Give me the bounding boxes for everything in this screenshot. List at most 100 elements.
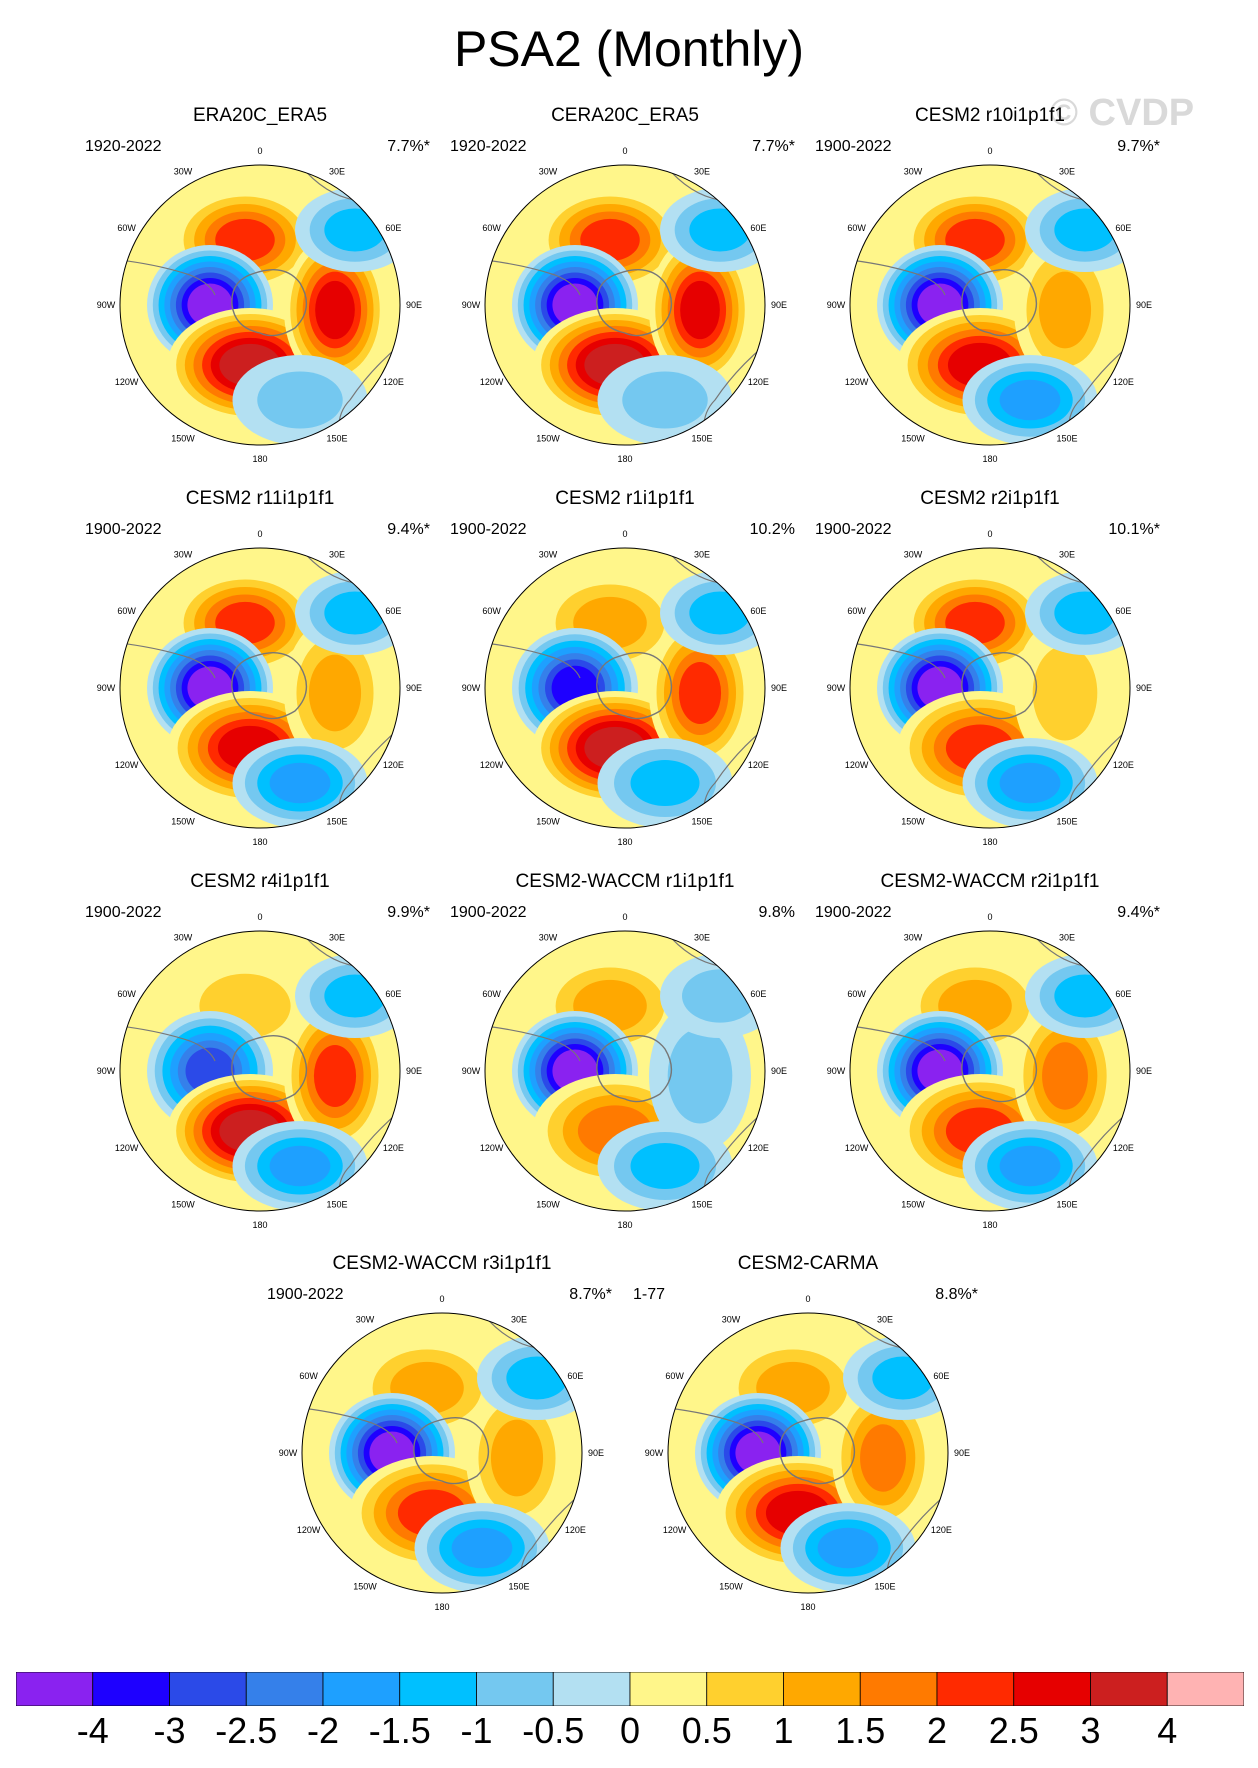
longitude-label: 90E	[954, 1448, 970, 1458]
longitude-label: 30E	[1059, 550, 1075, 560]
longitude-label: 120E	[931, 1525, 952, 1535]
colorbar-swatch	[399, 1672, 477, 1706]
longitude-label: 0	[257, 146, 262, 156]
longitude-label: 90W	[97, 300, 116, 310]
longitude-label: 180	[252, 454, 267, 464]
colorbar-swatch	[936, 1672, 1015, 1706]
panel-years: 1920-2022	[85, 138, 162, 155]
south-america-coastline	[302, 1407, 398, 1444]
map-border	[667, 1312, 949, 1594]
polar-map: 0 30E 60E 90E 120E 150E 180 150W 120W 90W 60W 30W	[97, 912, 422, 1230]
longitude-label: 150W	[171, 816, 195, 826]
panel-years: 1900-2022	[85, 521, 162, 538]
anomaly-center	[1014, 1001, 1116, 1151]
contour-level	[682, 969, 758, 1023]
longitude-label: 60E	[567, 1371, 583, 1381]
longitude-label: 150W	[719, 1581, 743, 1591]
longitude-label: 150W	[901, 433, 925, 443]
panel-years: 1900-2022	[815, 904, 892, 921]
antarctica-coastline	[596, 652, 673, 720]
panel-percent: 9.4%*	[1117, 904, 1160, 921]
colorbar-tick-label: -3	[153, 1710, 186, 1751]
longitude-label: 90E	[406, 300, 422, 310]
south-america-coastline	[120, 259, 216, 296]
polar-map: 0 30E 60E 90E 120E 150E 180 150W 120W 90W 60W 30W	[827, 529, 1152, 847]
longitude-label: 150E	[326, 816, 347, 826]
colorbar-tick-label: -2.5	[215, 1710, 278, 1751]
longitude-label: 30E	[511, 1315, 527, 1325]
polar-map: 0 30E 60E 90E 120E 150E 180 150W 120W 90W 60W 30W	[97, 529, 422, 847]
panel-years: 1900-2022	[267, 1286, 344, 1303]
longitude-label: 180	[617, 454, 632, 464]
longitude-label: 90E	[771, 683, 787, 693]
longitude-label: 60E	[1115, 223, 1131, 233]
contour-level	[630, 760, 700, 806]
panel-title: CESM2 r11i1p1f1	[185, 488, 335, 509]
longitude-label: 180	[617, 837, 632, 847]
map-panel: 0 30E 60E 90E 120E 150E 180 150W 120W 90W 60W 30W C…	[80, 488, 440, 858]
contour-level	[630, 1143, 700, 1189]
south-america-coastline	[485, 259, 581, 296]
map-panel: 0 30E 60E 90E 120E 150E 180 150W 120W 90W 60W 30W E…	[80, 105, 440, 475]
longitude-label: 30W	[539, 167, 558, 177]
longitude-label: 60E	[385, 989, 401, 999]
south-america-coastline	[850, 259, 946, 296]
longitude-label: 90W	[97, 683, 116, 693]
polar-map: 0 30E 60E 90E 120E 150E 180 150W 120W 90W 60W 30W	[462, 529, 787, 847]
panel-title: CESM2 r2i1p1f1	[920, 488, 1060, 509]
colorbar-swatch	[629, 1672, 708, 1706]
longitude-label: 60W	[847, 223, 866, 233]
anomaly-center	[962, 355, 1098, 445]
colorbar-tick-label: -1	[460, 1710, 493, 1751]
contour-level	[506, 1356, 568, 1400]
colorbar-tick-label: -2	[306, 1710, 340, 1751]
longitude-label: 30E	[877, 1315, 893, 1325]
contour-level	[999, 379, 1061, 421]
longitude-label: 90W	[827, 1066, 846, 1076]
longitude-label: 120W	[480, 1143, 504, 1153]
longitude-label: 60E	[1115, 606, 1131, 616]
map-border	[849, 164, 1131, 446]
contour-level	[689, 208, 751, 252]
longitude-label: 60W	[665, 1371, 684, 1381]
longitude-label: 120E	[383, 377, 404, 387]
longitude-label: 180	[434, 1602, 449, 1612]
longitude-label: 180	[982, 454, 997, 464]
panel-percent: 9.4%*	[387, 521, 430, 538]
longitude-label: 0	[622, 912, 627, 922]
panel-title: CESM2-WACCM r3i1p1f1	[332, 1253, 552, 1274]
panel-percent: 9.8%	[758, 904, 795, 921]
panel-years: 1900-2022	[450, 904, 527, 921]
anomaly-center	[649, 1001, 751, 1151]
colorbar-swatch	[1090, 1672, 1168, 1706]
map-border	[849, 930, 1131, 1212]
contour-level	[315, 280, 355, 340]
map-panel: 0 30E 60E 90E 120E 150E 180 150W 120W 90W 60W 30W C…	[628, 1253, 988, 1623]
longitude-label: 60W	[299, 1371, 318, 1381]
longitude-label: 0	[622, 529, 627, 539]
colorbar-tick-label: -4	[76, 1710, 109, 1751]
longitude-label: 120W	[480, 760, 504, 770]
colorbar-tick-label: 1.5	[835, 1710, 886, 1751]
map-border	[849, 547, 1131, 829]
longitude-label: 180	[800, 1602, 815, 1612]
longitude-label: 30E	[1059, 933, 1075, 943]
longitude-label: 150W	[901, 1199, 925, 1209]
anomaly-center	[414, 1503, 550, 1593]
panel-percent: 10.2%	[749, 521, 795, 538]
map-panel: 0 30E 60E 90E 120E 150E 180 150W 120W 90W 60W 30W C…	[80, 871, 440, 1241]
colorbar-swatch	[1013, 1672, 1091, 1706]
polar-map: 0 30E 60E 90E 120E 150E 180 150W 120W 90W 60W 30W	[827, 912, 1152, 1230]
anomaly-center	[1014, 618, 1116, 768]
longitude-label: 180	[252, 837, 267, 847]
anomaly-center	[597, 355, 733, 445]
colorbar-tick-label: 2.5	[988, 1710, 1039, 1751]
panel-percent: 10.1%*	[1108, 521, 1160, 538]
map-border	[119, 930, 401, 1212]
panel-years: 1900-2022	[815, 521, 892, 538]
longitude-label: 90E	[1136, 300, 1152, 310]
anomaly-center	[284, 235, 386, 385]
contour-level	[689, 591, 751, 635]
colorbar-swatch	[322, 1672, 401, 1706]
anomaly-center	[284, 618, 386, 768]
